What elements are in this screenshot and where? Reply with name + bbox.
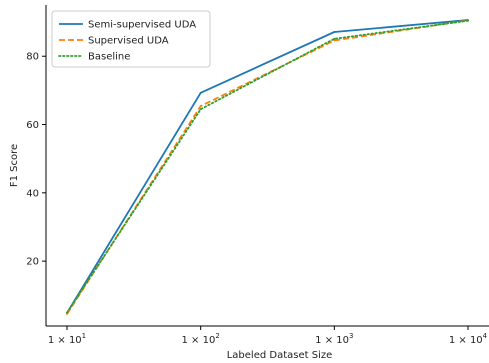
y-axis-label: F1 Score (9, 144, 20, 187)
axes (45, 5, 489, 327)
x-tick-label: 1 × 102 (182, 332, 220, 346)
y-tick-label: 40 (26, 188, 39, 199)
y-tick-label: 20 (26, 257, 39, 268)
x-tick-label: 1 × 104 (449, 332, 488, 346)
y-tick-label: 80 (26, 52, 39, 63)
data-point (333, 37, 336, 40)
series-lines (66, 19, 469, 315)
data-point (66, 311, 68, 314)
legend: Semi-supervised UDA Supervised UDA Baselin… (51, 10, 211, 68)
y-tick-label: 60 (26, 120, 39, 131)
data-point (199, 105, 202, 107)
data-point (333, 31, 336, 33)
data-point (199, 108, 202, 111)
legend-label: Supervised UDA (88, 36, 169, 47)
legend-label: Semi-supervised UDA (88, 20, 196, 31)
data-point (66, 313, 68, 315)
series-line-baseline (66, 19, 469, 314)
data-point (199, 91, 202, 94)
x-tick-label: 1 × 101 (48, 332, 86, 346)
legend-box (51, 10, 211, 68)
series-line-semi-supervised-uda (66, 19, 469, 314)
x-tick-label: 1 × 103 (315, 332, 353, 346)
data-point (333, 39, 336, 42)
legend-items: Semi-supervised UDA Supervised UDA Baselin… (58, 20, 196, 63)
x-axis-label: Labeled Dataset Size (227, 350, 333, 361)
data-point (467, 19, 469, 22)
legend-label: Baseline (88, 52, 130, 63)
y-ticks: 20 40 60 80 (26, 52, 46, 268)
x-ticks: 1 × 101 1 × 102 1 × 103 1 × 104 (48, 326, 488, 346)
